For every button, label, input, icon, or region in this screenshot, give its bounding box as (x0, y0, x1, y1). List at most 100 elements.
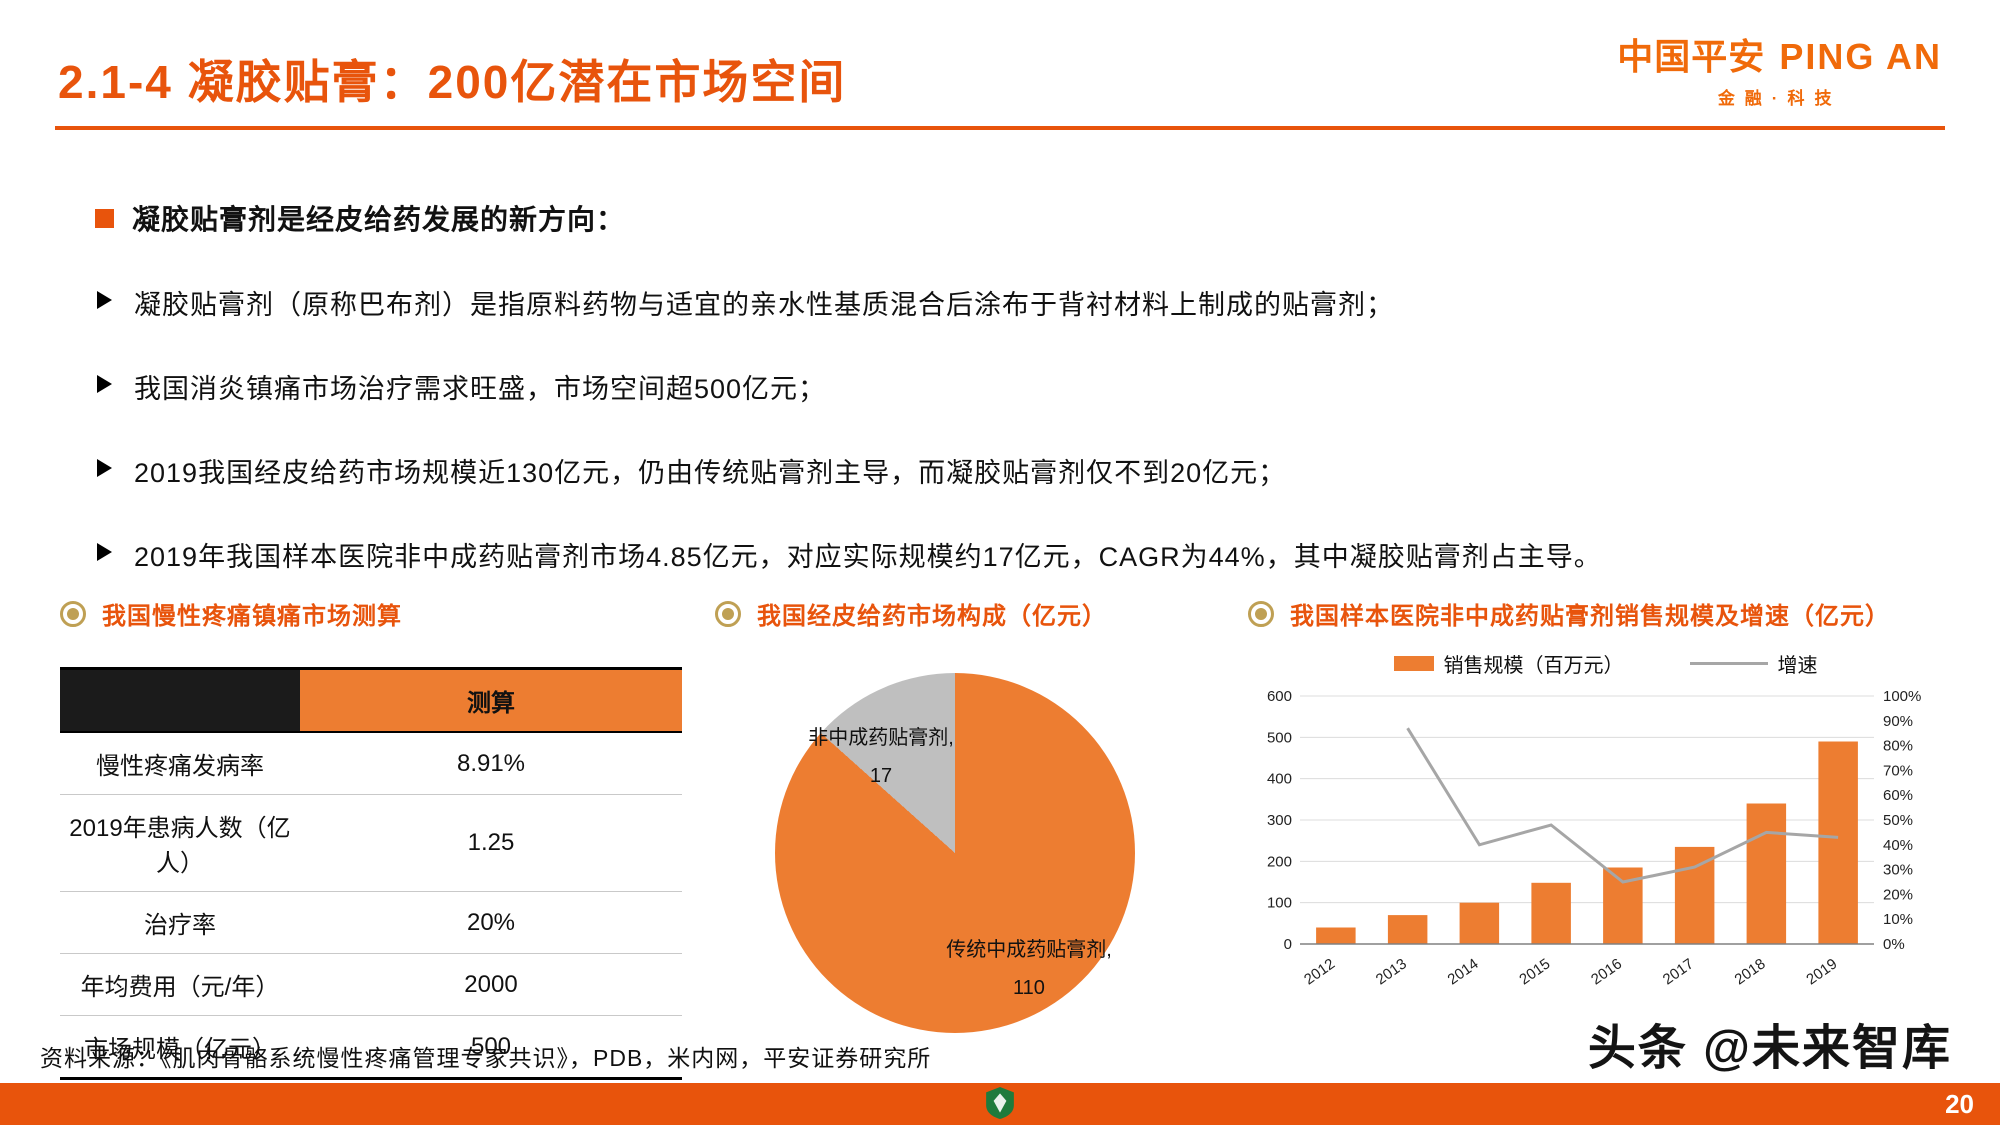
x-axis-tick: 2012 (1301, 955, 1338, 988)
line-swatch-icon (1689, 662, 1768, 665)
right-axis-tick: 0% (1883, 936, 1905, 953)
x-axis-tick: 2017 (1660, 955, 1697, 988)
x-axis-tick: 2014 (1445, 955, 1482, 988)
arrow-bullet-icon (97, 375, 112, 393)
left-axis-tick: 400 (1267, 771, 1292, 788)
pie-chart (775, 673, 1135, 1033)
table-row: 慢性疼痛发病率 8.91% (60, 732, 682, 795)
bar-swatch-icon (1393, 656, 1434, 671)
right-axis-tick: 50% (1883, 812, 1913, 829)
x-axis-tick: 2016 (1588, 955, 1625, 988)
footer-strip: 20 (0, 1083, 2000, 1125)
bullet-text: 2019年我国样本医院非中成药贴膏剂市场4.85亿元，对应实际规模约17亿元，C… (134, 542, 1602, 572)
left-axis-tick: 200 (1267, 853, 1292, 870)
title-divider (55, 126, 1945, 130)
source-note: 资料来源：《肌肉骨骼系统慢性疼痛管理专家共识》，PDB，米内网，平安证券研究所 (40, 1045, 932, 1071)
bullet-item: 2019我国经皮给药市场规模近130亿元，仍由传统贴膏剂主导，而凝胶贴膏剂仅不到… (95, 451, 1915, 490)
arrow-bullet-icon (97, 459, 112, 477)
bar (1387, 915, 1428, 944)
bullet-text: 凝胶贴膏剂（原称巴布剂）是指原料药物与适宜的亲水性基质混合后涂布于背衬材料上制成… (134, 290, 1394, 320)
bullet-text: 我国消炎镇痛市场治疗需求旺盛，市场空间超500亿元； (134, 374, 827, 404)
right-axis-tick: 90% (1883, 713, 1913, 730)
row-label: 治疗率 (144, 912, 216, 939)
right-axis-tick: 20% (1883, 886, 1913, 903)
pie-label-primary: 传统中成药贴膏剂, 110 (946, 939, 1112, 999)
panel-title: 我国慢性疼痛镇痛市场测算 (102, 603, 402, 630)
target-icon (1248, 600, 1274, 627)
left-axis-tick: 0 (1284, 936, 1292, 953)
x-axis-tick: 2019 (1803, 955, 1840, 988)
row-value: 20% (466, 908, 516, 936)
market-estimate-table: 测算 慢性疼痛发病率 8.91% 2019年患病人数（亿人） 1.25 治疗率 … (60, 667, 682, 1080)
legend-label: 销售规模（百万元） (1443, 655, 1624, 677)
x-axis-tick: 2018 (1732, 955, 1769, 988)
right-axis-tick: 30% (1883, 862, 1913, 879)
target-icon (715, 600, 741, 627)
right-axis-tick: 60% (1883, 787, 1913, 804)
legend-item-bar: 销售规模（百万元） (1393, 649, 1624, 678)
left-axis-tick: 600 (1267, 688, 1292, 705)
bar (1459, 902, 1500, 944)
page-title: 2.1-4 凝胶贴膏：200亿潜在市场空间 (58, 56, 847, 108)
watermark: 头条 @未来智库 (1587, 1022, 1952, 1075)
panel-header: 我国样本医院非中成药贴膏剂销售规模及增速（亿元） (1248, 596, 1963, 631)
right-axis-tick: 100% (1883, 688, 1921, 705)
row-value: 1.25 (467, 829, 515, 856)
row-label: 市场规模（亿元） (84, 1036, 276, 1063)
arrow-bullet-icon (97, 291, 112, 309)
bar (1746, 803, 1787, 944)
table-row: 2019年患病人数（亿人） 1.25 (60, 794, 682, 892)
panel-title: 我国经皮给药市场构成（亿元） (757, 603, 1107, 630)
x-axis-tick: 2013 (1373, 955, 1410, 988)
page-number: 20 (1945, 1089, 1974, 1119)
bullet-item: 2019年我国样本医院非中成药贴膏剂市场4.85亿元，对应实际规模约17亿元，C… (95, 535, 1915, 574)
row-label: 慢性疼痛发病率 (96, 753, 264, 780)
body-content: 凝胶贴膏剂是经皮给药发展的新方向： 凝胶贴膏剂（原称巴布剂）是指原料药物与适宜的… (95, 198, 1915, 574)
target-icon (60, 600, 86, 627)
bullet-item: 我国消炎镇痛市场治疗需求旺盛，市场空间超500亿元； (95, 367, 1915, 406)
market-estimate-panel: 我国慢性疼痛镇痛市场测算 测算 慢性疼痛发病率 8.91% 2019年患病人数（… (60, 596, 700, 1080)
bullet-item: 凝胶贴膏剂（原称巴布剂）是指原料药物与适宜的亲水性基质混合后涂布于背衬材料上制成… (95, 283, 1915, 322)
bar (1674, 846, 1715, 944)
bullet-text: 2019我国经皮给药市场规模近130亿元，仍由传统贴膏剂主导，而凝胶贴膏剂仅不到… (134, 458, 1287, 488)
bar (1316, 927, 1356, 944)
row-value: 8.91% (456, 749, 526, 777)
bar-line-panel: 我国样本医院非中成药贴膏剂销售规模及增速（亿元） 销售规模（百万元） 增速 0 1… (1248, 596, 1963, 1009)
lead-heading: 凝胶贴膏剂是经皮给药发展的新方向： (132, 204, 626, 235)
x-axis-tick: 2015 (1516, 955, 1553, 988)
right-axis-tick: 40% (1883, 837, 1913, 854)
left-axis-tick: 500 (1267, 729, 1292, 746)
left-axis-tick: 300 (1267, 812, 1292, 829)
row-label: 2019年患病人数（亿人） (69, 815, 291, 877)
logo-subtitle: 金融·科技 (1717, 89, 1842, 108)
row-value: 500 (470, 1032, 512, 1060)
left-axis-tick: 100 (1267, 895, 1292, 912)
right-axis-tick: 70% (1883, 762, 1913, 779)
right-axis-tick: 10% (1883, 911, 1913, 928)
legend-label: 增速 (1777, 655, 1818, 677)
table-row: 市场规模（亿元） 500 (60, 1015, 682, 1079)
table-header-empty (60, 668, 300, 732)
pie-chart-area: 非中成药贴膏剂, 17 传统中成药贴膏剂, 110 (715, 631, 1205, 1061)
square-bullet-icon (95, 208, 114, 228)
legend-item-line: 增速 (1689, 649, 1818, 678)
right-axis-tick: 80% (1883, 738, 1913, 755)
pingan-logo-wordmark: 中国平安 PING AN (1617, 28, 1942, 80)
pingan-logo: 中国平安 PING AN 金融·科技 (1617, 28, 1942, 109)
panel-header: 我国经皮给药市场构成（亿元） (715, 596, 1205, 631)
table-row: 年均费用（元/年） 2000 (60, 953, 682, 1016)
panel-title: 我国样本医院非中成药贴膏剂销售规模及增速（亿元） (1290, 603, 1890, 630)
panel-header: 我国慢性疼痛镇痛市场测算 (60, 596, 700, 631)
row-value: 2000 (464, 970, 518, 998)
table-header-value: 测算 (300, 668, 682, 732)
row-label: 年均费用（元/年） (80, 974, 280, 1001)
table-row: 治疗率 20% (60, 891, 682, 954)
bar-line-chart: 0 100 200 300 400 500 600 0% 10% 20% 30% 40% 50% 60% 7… (1248, 682, 1963, 1009)
footer-shield-icon (986, 1087, 1014, 1124)
logo-cn: 中国平安 (1617, 36, 1766, 77)
lead-bullet-row: 凝胶贴膏剂是经皮给药发展的新方向： (95, 198, 1915, 238)
pie-panel: 我国经皮给药市场构成（亿元） 非中成药贴膏剂, 17 传统中成药贴膏剂, 110 (715, 596, 1205, 1061)
bar (1818, 741, 1858, 944)
pie-label-secondary: 非中成药贴膏剂, 17 (808, 727, 954, 787)
